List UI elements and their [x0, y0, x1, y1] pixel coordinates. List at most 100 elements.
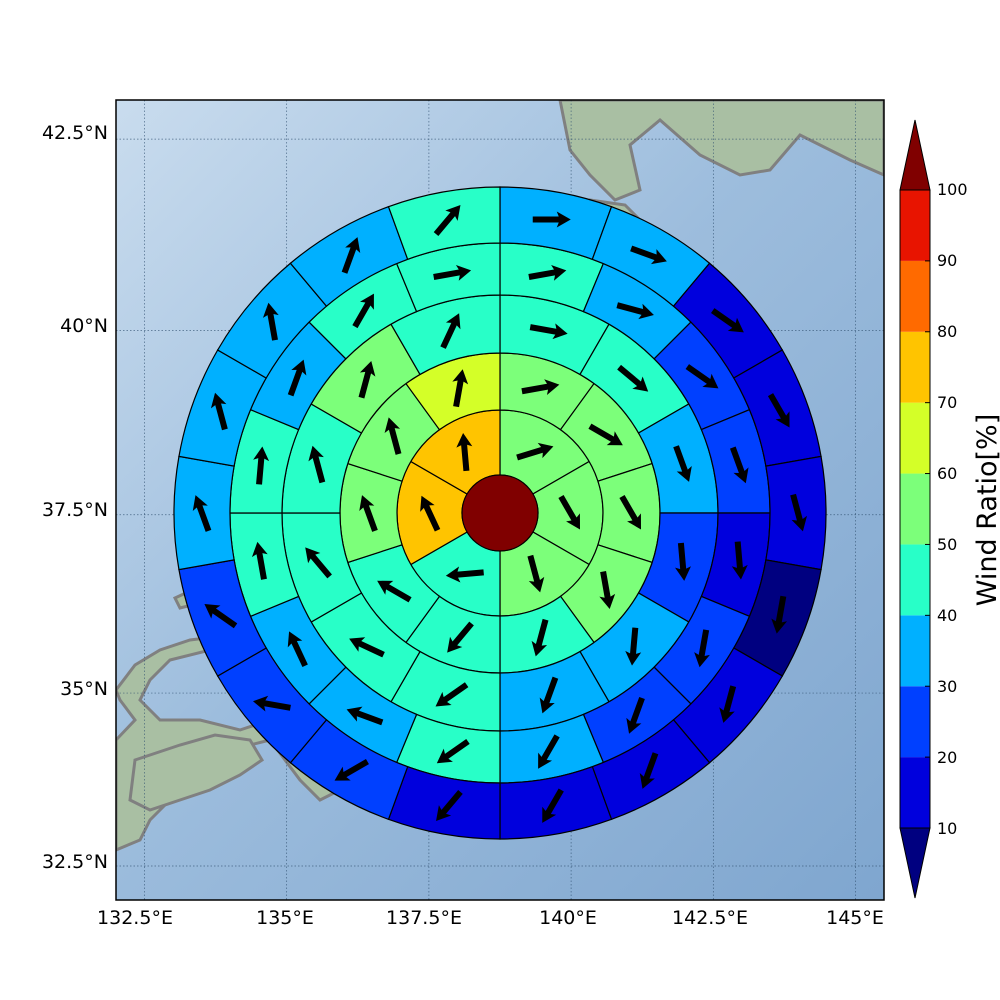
wind-arrow-shape: [436, 738, 470, 764]
wind-arrow-shape: [346, 706, 384, 726]
wind-direction-arrow: [358, 361, 376, 399]
colorbar-bin: [900, 473, 930, 545]
wind-arrow-shape: [790, 493, 808, 532]
map-panel: [115, 99, 885, 901]
wind-direction-arrow: [619, 495, 641, 530]
wind-direction-arrow: [262, 302, 279, 341]
wind-direction-arrow: [287, 631, 308, 668]
lon-tick-label: 140°E: [539, 907, 597, 929]
lat-tick-label: 42.5°N: [42, 122, 108, 144]
wind-arrow-shape: [626, 696, 645, 734]
wind-direction-arrow: [616, 302, 654, 320]
wind-direction-arrow: [694, 629, 710, 668]
wind-direction-arrow: [675, 542, 691, 581]
wind-arrow-shape: [287, 631, 308, 668]
wind-direction-arrow: [771, 595, 788, 634]
wind-direction-arrow: [673, 445, 692, 482]
wind-direction-arrow: [617, 364, 649, 392]
colorbar-tick-label: 10: [937, 819, 957, 838]
colorbar-title: Wind Ratio[%]: [972, 414, 1000, 606]
wind-direction-arrow: [729, 446, 749, 484]
wind-arrow-shape: [358, 361, 376, 399]
colorbar-bin: [900, 260, 930, 332]
wind-arrow-shape: [433, 264, 472, 281]
wind-direction-arrow: [210, 392, 228, 431]
wind-direction-arrow: [349, 637, 385, 658]
lon-tick-label: 142.5°E: [672, 907, 748, 929]
wind-arrow-shape: [262, 302, 279, 341]
wind-direction-arrow: [625, 627, 642, 666]
wind-arrow-shape: [436, 789, 463, 822]
colorbar-bin: [900, 402, 930, 474]
wind-arrow-shape: [639, 752, 659, 789]
wind-direction-arrow: [435, 682, 469, 707]
wind-arrow-shape: [532, 211, 571, 228]
wind-direction-arrow: [542, 788, 564, 823]
wind-arrow-shape: [771, 595, 788, 634]
wind-arrow-shape: [617, 364, 649, 392]
longitude-tick-labels: 132.5°E 135°E 137.5°E 140°E 142.5°E 145°…: [97, 907, 884, 929]
wind-arrow-shape: [558, 495, 580, 530]
wind-arrow-shape: [305, 547, 332, 579]
hokkaido-landmass: [558, 100, 884, 202]
lon-tick-label: 145°E: [826, 907, 884, 929]
wind-direction-arrow: [516, 442, 554, 461]
wind-direction-arrow: [456, 433, 473, 472]
wind-arrow-shape: [521, 379, 560, 395]
wind-arrow-shape: [528, 264, 567, 281]
wind-direction-arrow: [685, 364, 719, 389]
colorbar-tick-label: 70: [937, 393, 957, 412]
colorbar-over-extension: [899, 119, 931, 191]
colorbar-tick-label: 20: [937, 748, 957, 767]
wind-direction-arrow: [531, 618, 549, 657]
wind-direction-arrow: [341, 237, 361, 274]
wind-arrow-shape: [731, 541, 748, 580]
wind-direction-arrow: [287, 359, 307, 397]
wind-arrow-shape: [210, 392, 228, 431]
wind-direction-arrow: [433, 264, 472, 281]
wind-direction-arrow: [529, 323, 568, 340]
wind-arrow-shape: [452, 369, 469, 408]
wind-direction-arrow: [767, 393, 790, 428]
wind-arrow-shape: [253, 695, 291, 712]
wind-arrow-shape: [729, 446, 749, 484]
rose-center-disc: [461, 474, 539, 552]
wind-direction-arrow: [538, 734, 560, 769]
wind-direction-arrow: [308, 445, 326, 484]
wind-arrow-shape: [204, 604, 238, 629]
wind-direction-arrow: [599, 571, 616, 610]
lon-tick-label: 135°E: [256, 907, 314, 929]
wind-ratio-rose: [173, 186, 827, 840]
wind-arrow-shape: [675, 542, 691, 581]
wind-arrow-shape: [630, 245, 667, 265]
wind-direction-arrow: [626, 696, 645, 734]
shikoku-landmass: [128, 733, 265, 812]
wind-direction-arrow: [436, 789, 463, 822]
wind-arrow-shape: [359, 495, 378, 532]
wind-direction-arrow: [539, 676, 559, 714]
wind-arrow-shape: [694, 629, 710, 668]
wind-arrow-shape: [539, 676, 559, 714]
colorbar-tick-label: 90: [937, 251, 957, 270]
lat-tick-label: 32.5°N: [42, 851, 108, 873]
wind-direction-arrow: [731, 541, 748, 580]
wind-arrow-shape: [542, 788, 564, 823]
wind-arrow-shape: [710, 308, 744, 333]
latitude-tick-labels: 42.5°N 40°N 37.5°N 35°N 32.5°N: [42, 122, 108, 873]
wind-arrow-shape: [529, 323, 568, 340]
colorbar-tick-label: 40: [937, 606, 957, 625]
wind-arrow-shape: [445, 566, 484, 583]
wind-direction-arrow: [790, 493, 808, 532]
colorbar-bin: [900, 544, 930, 616]
colorbar-bin: [900, 615, 930, 687]
wind-arrow-shape: [527, 554, 545, 593]
lat-tick-label: 40°N: [60, 315, 108, 337]
lat-tick-label: 37.5°N: [42, 499, 108, 521]
wind-direction-arrow: [521, 379, 560, 395]
wind-arrow-shape: [625, 627, 642, 666]
wind-direction-arrow: [253, 446, 270, 485]
colorbar-tick-label: 50: [937, 535, 957, 554]
wind-arrow-shape: [433, 204, 461, 237]
wind-direction-arrow: [639, 752, 659, 789]
wind-direction-arrow: [359, 495, 378, 532]
